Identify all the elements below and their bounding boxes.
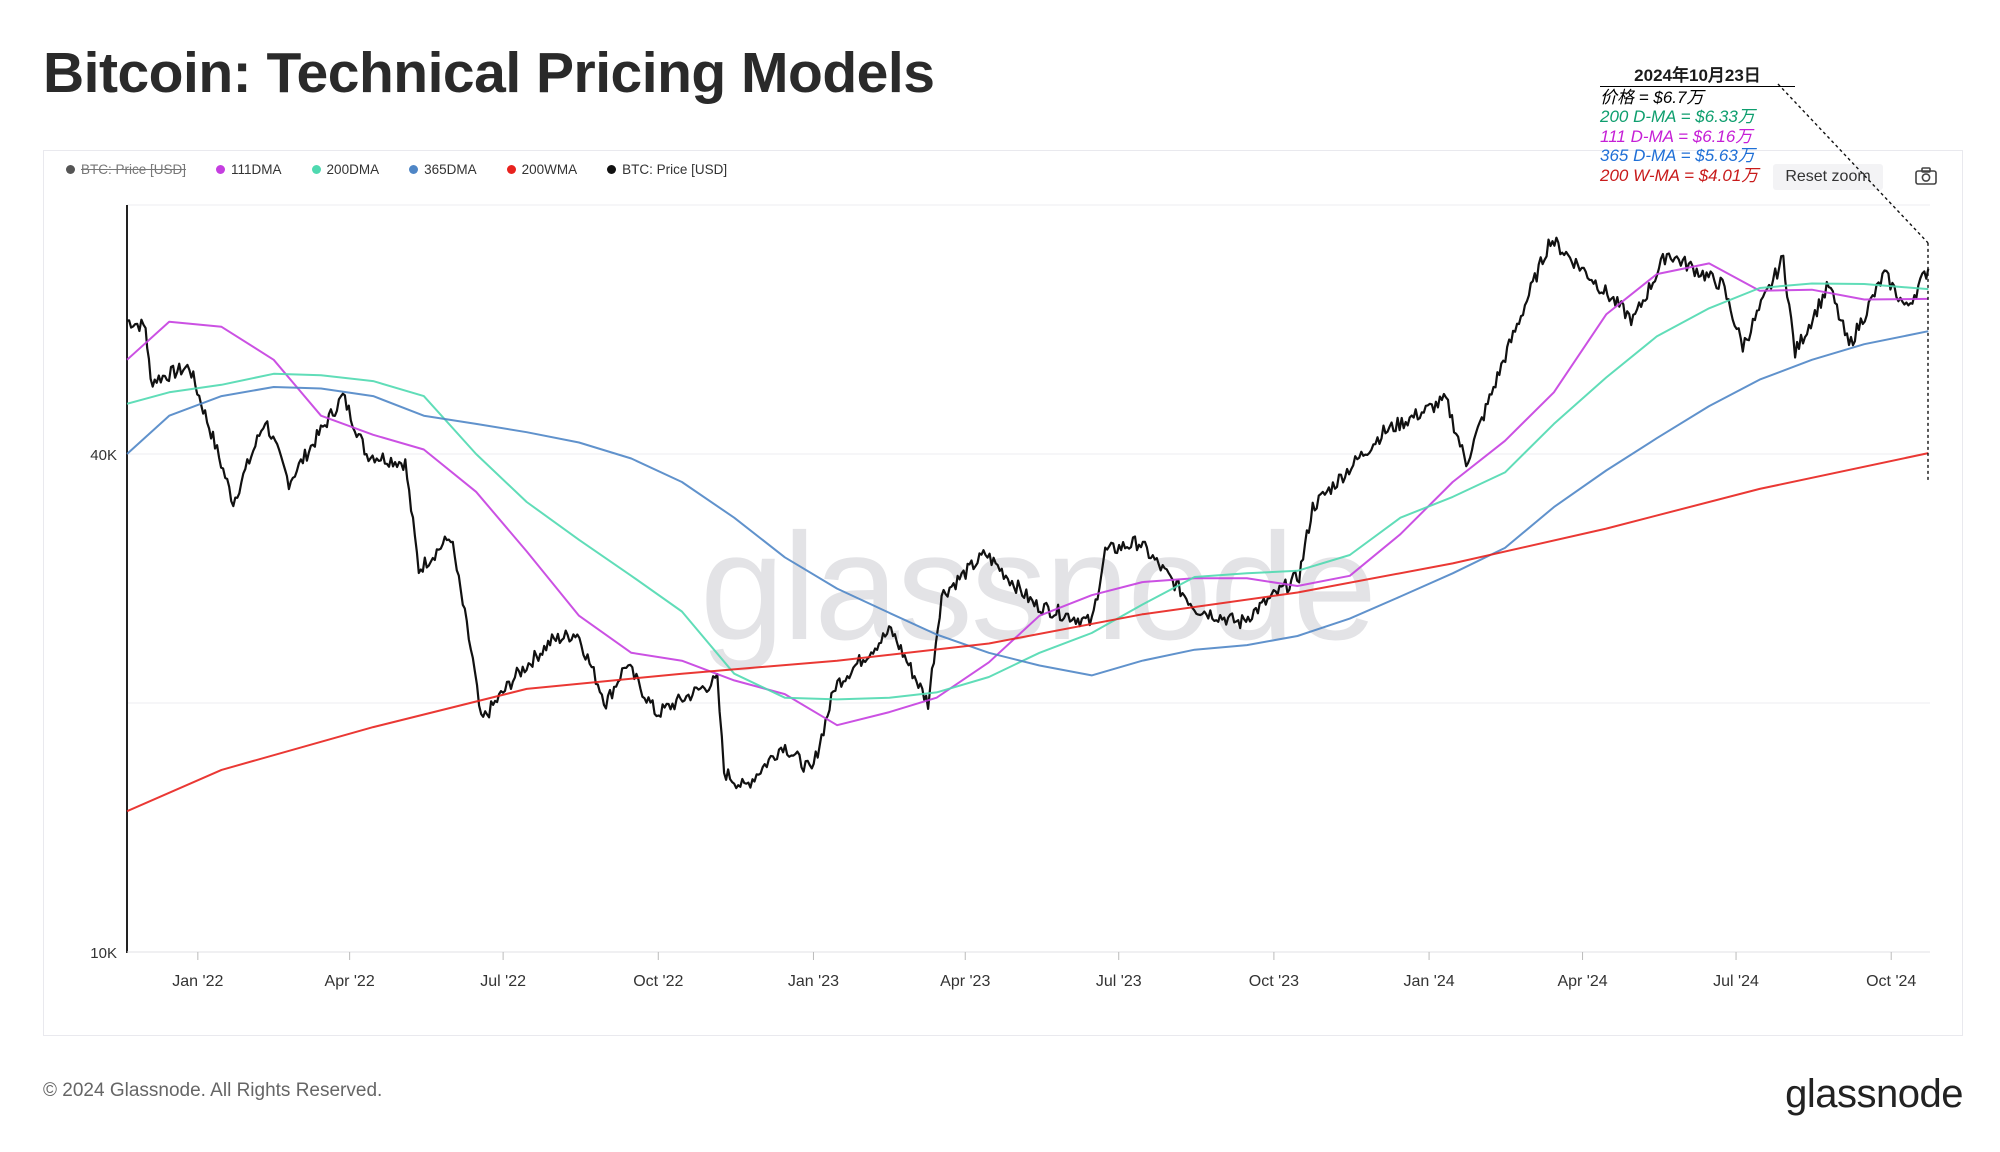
x-tick-label: Oct '24 xyxy=(1866,973,1916,990)
series-line-365dma[interactable] xyxy=(126,330,1929,677)
brand-logo: glassnode xyxy=(1785,1072,1963,1116)
x-tick-label: Apr '22 xyxy=(325,973,375,990)
x-tick-label: Apr '24 xyxy=(1557,973,1607,990)
legend-dot-icon xyxy=(311,165,321,174)
legend-dot-icon xyxy=(216,165,226,174)
series-line-200dma[interactable] xyxy=(126,282,1929,701)
x-tick-label: Apr '23 xyxy=(940,973,990,990)
annotation-date: 2024年10月23日 xyxy=(1600,66,1795,87)
x-tick-label: Jan '22 xyxy=(172,973,223,990)
x-tick-label: Jul '24 xyxy=(1713,973,1759,990)
legend-dot-icon xyxy=(409,165,419,174)
annotation-line-365dma: 365 D-MA = $5.63万 xyxy=(1600,146,1755,165)
camera-icon[interactable] xyxy=(1914,166,1938,186)
legend-dot-icon xyxy=(607,165,617,174)
y-tick-label: 10K xyxy=(90,945,117,962)
legend-label: BTC: Price [USD] xyxy=(81,162,187,177)
annotation-line-200dma: 200 D-MA = $6.33万 xyxy=(1600,107,1755,126)
annotation-line-111dma: 111 D-MA = $6.16万 xyxy=(1600,126,1753,146)
x-tick-label: Jul '23 xyxy=(1096,973,1142,990)
x-tick-label: Jul '22 xyxy=(480,973,526,990)
annotation-leader-line xyxy=(1777,83,1929,244)
legend-item-1[interactable]: 111DMA xyxy=(216,162,282,177)
legend-dot-icon xyxy=(66,165,75,174)
legend-item-3[interactable]: 365DMA xyxy=(409,162,477,177)
y-tick-label: 40K xyxy=(90,447,117,464)
legend-item-0[interactable]: BTC: Price [USD] xyxy=(66,162,186,177)
x-tick-label: Jan '24 xyxy=(1404,973,1455,990)
x-tick-label: Jan '23 xyxy=(788,973,839,990)
legend-label: 200WMA xyxy=(521,162,578,177)
legend-item-4[interactable]: 200WMA xyxy=(506,162,578,177)
series-line-btc-price[interactable] xyxy=(126,236,1930,790)
chart-panel xyxy=(43,150,1963,1036)
series-line-200wma[interactable] xyxy=(126,452,1929,813)
x-tick-label: Oct '23 xyxy=(1249,973,1299,990)
chart-legend: BTC: Price [USD] 111DMA 200DMA 365DMA 200WMA… xyxy=(66,162,757,177)
annotation-line-200wma: 200 W-MA = $4.01万 xyxy=(1600,165,1759,185)
x-tick-label: Oct '22 xyxy=(633,973,683,990)
legend-dot-icon xyxy=(506,165,516,174)
legend-label: 365DMA xyxy=(424,162,477,177)
page-title: Bitcoin: Technical Pricing Models xyxy=(43,41,935,105)
legend-item-5[interactable]: BTC: Price [USD] xyxy=(607,162,727,177)
annotation-box: 2024年10月23日 价格 = $6.7万 200 D-MA = $6.33万… xyxy=(1600,66,1805,185)
copyright-footer: © 2024 Glassnode. All Rights Reserved. xyxy=(43,1080,383,1101)
reset-zoom-button[interactable]: Reset zoom xyxy=(1773,164,1883,190)
legend-label: BTC: Price [USD] xyxy=(622,162,728,177)
legend-label: 111DMA xyxy=(231,162,282,177)
annotation-line-price: 价格 = $6.7万 xyxy=(1600,87,1704,107)
series-line-111dma[interactable] xyxy=(126,262,1929,727)
legend-label: 200DMA xyxy=(326,162,380,177)
legend-item-2[interactable]: 200DMA xyxy=(311,162,380,177)
